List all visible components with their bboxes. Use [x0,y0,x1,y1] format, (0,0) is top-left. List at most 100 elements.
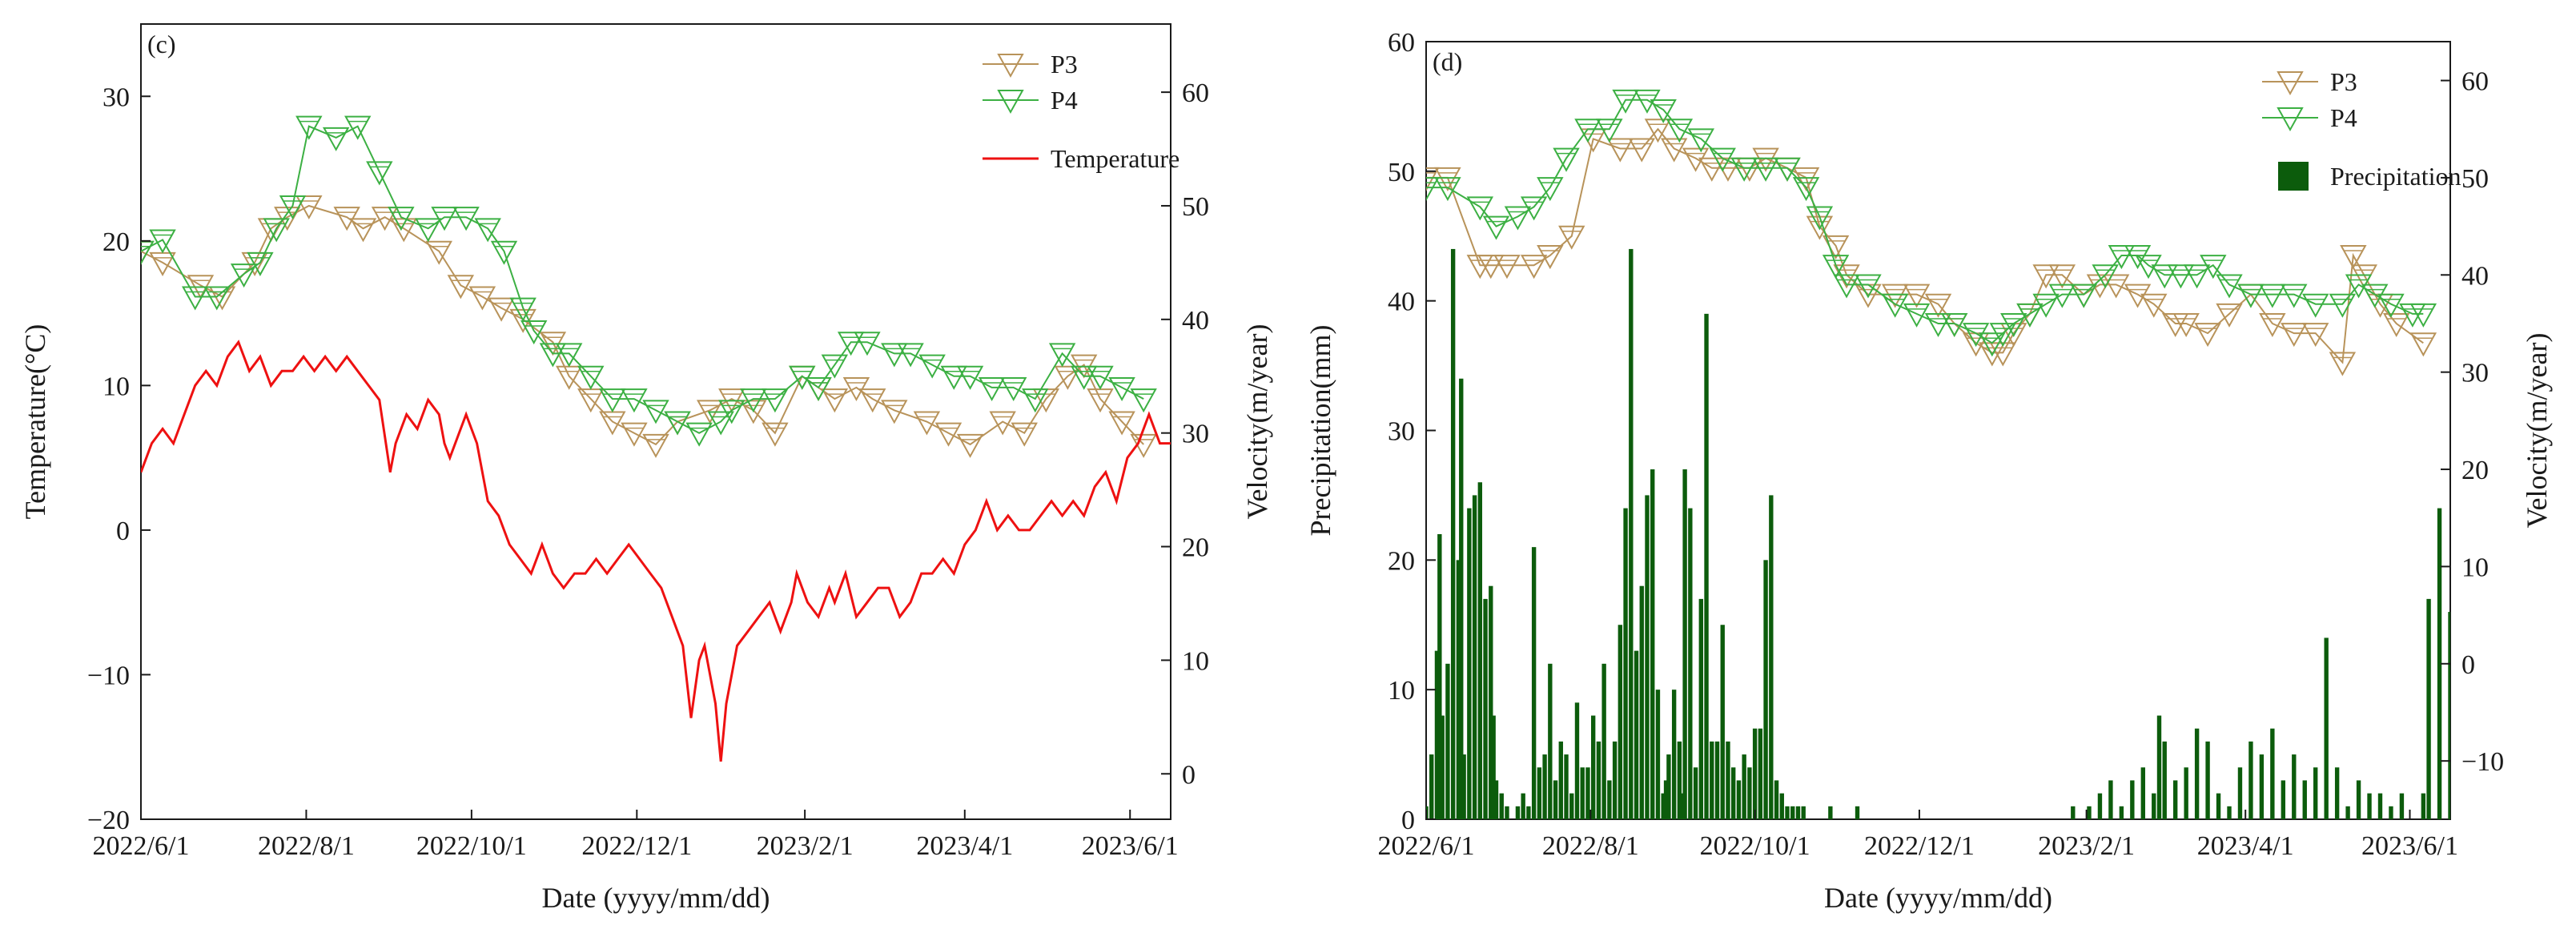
point-marker [2016,303,2044,328]
point-marker [474,218,501,243]
point-marker [1989,323,2016,348]
precipitation-bar [1467,508,1472,819]
point-marker [1792,177,1820,202]
precipitation-bar [1505,806,1509,819]
x-tick-label: 2022/10/1 [1700,831,1810,861]
x-tick-label: 2023/4/1 [916,831,1013,861]
point-marker [2377,293,2405,318]
x-tick-label: 2023/2/1 [2038,831,2135,861]
point-marker [1466,196,1494,221]
y-right-tick-label: 40 [2461,261,2489,291]
y-right-axis-title: Velocity(m/year) [1241,324,1273,520]
precipitation-bar [2152,793,2156,819]
precipitation-bar [2437,508,2442,819]
precipitation-bar [1542,754,1547,819]
precipitation-bar [1477,482,1483,819]
precipitation-bar [1655,690,1661,819]
legend-item-p3: P3 [983,50,1078,78]
point-marker [642,433,669,458]
precipitation-bar [1601,663,1606,819]
precipitation-bar [2184,767,2188,819]
point-marker [2259,312,2286,338]
point-marker [1087,365,1114,390]
point-marker [141,240,155,265]
point-marker [539,343,567,368]
y-left-tick-label: 10 [102,372,130,401]
precipitation-bar [1585,767,1590,819]
point-marker [1709,147,1736,172]
precipitation-bar [2356,780,2361,819]
point-marker [2194,323,2221,348]
legend-label: P4 [2330,103,2357,132]
point-marker [2237,283,2265,308]
point-marker [279,195,307,220]
legend-label: Temperature [1051,144,1179,173]
point-marker [1108,411,1135,436]
point-marker [1752,157,1779,182]
point-marker [1477,255,1505,279]
point-marker [520,320,548,345]
point-marker [2216,303,2243,328]
x-axis-title: Date (yyyy/mm/dd) [1824,882,2052,914]
y-right-tick-label: −10 [2461,747,2504,777]
point-marker [1924,293,1952,318]
point-marker [1071,365,1098,390]
precipitation-bar [1680,793,1685,819]
data-layer [1426,89,2450,819]
precipitation-bar [1580,767,1585,819]
precipitation-bar [1720,625,1725,819]
precipitation-bar [1742,754,1746,819]
point-marker [1482,215,1510,240]
point-marker [577,365,605,390]
y-right-tick-label: 50 [2461,164,2489,194]
precipitation-bar [1450,248,1456,819]
point-marker [1434,167,1461,191]
x-tick-label: 2023/6/1 [1082,831,1179,861]
precipitation-bar [1612,741,1618,819]
point-marker [452,207,480,231]
precipitation-bar [1677,741,1682,819]
precipitation-bar [1537,767,1542,819]
point-marker [642,400,669,424]
point-marker [762,388,789,413]
point-marker [740,400,767,424]
point-marker [1881,293,1909,318]
y-right-axis-title: Velocity(m/year) [2521,333,2553,529]
point-marker [707,411,734,436]
point-marker [913,411,941,436]
y-left-axis-title: Precipitation(mm) [1304,325,1336,537]
point-marker [1606,138,1634,163]
precipitation-bar [1459,378,1464,819]
precipitation-bar [2108,780,2113,819]
point-marker [1792,167,1820,191]
x-tick-label: 2022/6/1 [1378,831,1475,861]
plot-frame [140,23,1171,820]
point-marker [388,207,415,231]
y-right-tick-label: 20 [1182,533,1209,563]
point-marker [1520,255,1548,279]
precipitation-bar [2313,767,2318,819]
point-marker [1434,177,1461,202]
point-marker [2361,283,2389,308]
point-marker [989,411,1016,436]
legend-item-precipitation: Precipitation [2278,162,2461,191]
point-marker [349,218,377,243]
point-marker [509,297,536,322]
precipitation-bar [1731,767,1736,819]
precipitation-bar [1493,780,1499,819]
x-tick-label: 2022/8/1 [258,831,355,861]
point-marker [821,388,849,413]
point-marker [366,161,393,186]
series-temperature [141,340,1171,762]
x-tick-label: 2022/12/1 [581,831,692,861]
point-marker [897,343,924,368]
point-marker [203,286,231,311]
point-marker [1574,119,1601,143]
series-line-p3 [141,204,1144,446]
point-marker [940,365,967,390]
point-marker [1666,119,1694,143]
precipitation-bar [1693,767,1698,819]
precipitation-bar [2097,793,2103,819]
point-marker [718,400,745,424]
point-marker [2070,283,2097,308]
